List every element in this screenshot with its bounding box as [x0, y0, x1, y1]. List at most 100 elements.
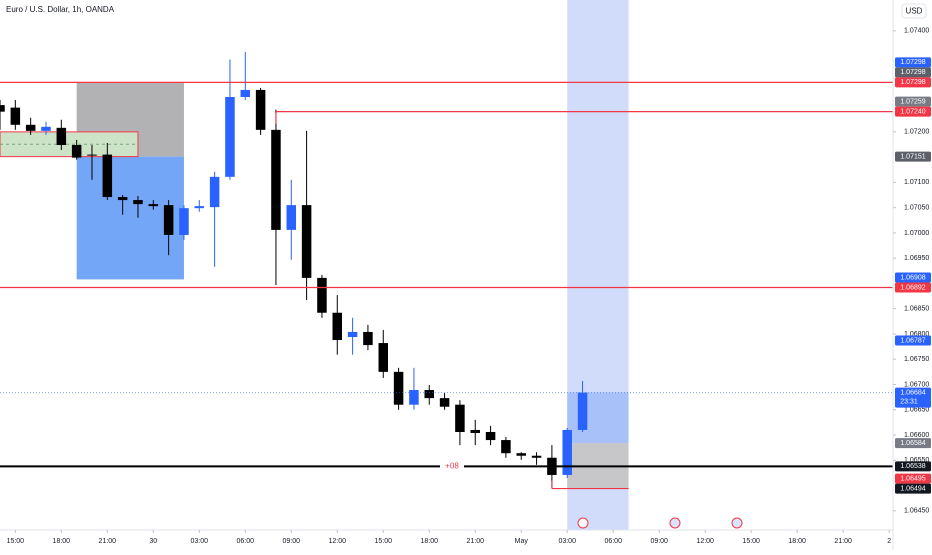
price-tag: 1.07151	[895, 151, 931, 162]
price-tag: 1.06684 23:31	[895, 387, 931, 408]
event-icon[interactable]	[731, 517, 743, 529]
candle-body	[240, 89, 251, 98]
price-tag-bg	[895, 335, 931, 346]
x-tick-label: 06:00	[237, 538, 255, 545]
y-tick-label: 1.06550	[904, 457, 929, 464]
candle-body	[301, 205, 312, 278]
candle-body	[485, 431, 496, 441]
price-tag-label: 1.06584	[900, 440, 925, 447]
event-icon[interactable]	[669, 517, 681, 529]
candle-body	[255, 89, 266, 130]
plot-area: +08	[0, 0, 893, 530]
price-tag-label: 1.06908	[900, 274, 925, 281]
x-tick-label: 21:00	[99, 538, 117, 545]
countdown: 23:31	[900, 398, 918, 405]
price-tag: 1.06892	[895, 282, 931, 293]
axes: 1.07400 1.07200 1.07100 1.07050 1.07000 1.069…	[7, 28, 931, 545]
x-tick-label: 15:00	[742, 538, 760, 545]
currency[interactable]: USD	[906, 7, 923, 16]
candle-body	[163, 205, 174, 235]
candle-body	[501, 440, 511, 454]
candle-body	[225, 97, 235, 177]
y-tick-label: 1.06700	[904, 381, 929, 388]
candle-body	[271, 129, 281, 230]
candle-body	[562, 429, 572, 475]
x-tick-label: 2	[887, 538, 891, 545]
candle-body	[117, 197, 128, 201]
event-icon[interactable]	[577, 517, 589, 529]
price-tag: 1.07298	[895, 57, 931, 68]
price-tag-bg	[895, 461, 931, 472]
y-tick-label: 1.07400	[904, 28, 929, 35]
price-tag-label: 1.06684	[900, 389, 925, 396]
y-tick-label: 1.06600	[904, 432, 929, 439]
candle-body	[439, 398, 450, 407]
x-tick-label: 06:00	[604, 538, 622, 545]
price-tag-label: 1.07298	[900, 69, 925, 76]
price-tag-label: 1.06494	[900, 485, 925, 492]
y-tick-label: 1.06450	[904, 508, 929, 515]
price-tag-bg	[895, 272, 931, 283]
price-tag-label: 1.06892	[900, 284, 925, 291]
y-tick-label: 1.07200	[904, 129, 929, 136]
candle-body	[577, 392, 588, 430]
candle-body	[393, 371, 404, 405]
candle-body	[10, 107, 21, 125]
price-tag: 1.06908	[895, 272, 931, 283]
price-tag: 1.06538	[895, 461, 931, 472]
candle-body	[378, 343, 389, 372]
price-tag-bg	[895, 282, 931, 293]
price-tag: 1.06494	[895, 483, 931, 494]
candle-body	[41, 126, 51, 131]
price-tag-label: 1.06538	[900, 463, 925, 470]
currency-button[interactable]	[901, 3, 927, 19]
price-tag-label: 1.06787	[900, 337, 925, 344]
price-tag: 1.06495	[895, 473, 931, 484]
price-tag-label: 1.07240	[900, 109, 925, 116]
price-tag-label: 1.06495	[900, 475, 925, 482]
price-tag-bg	[895, 57, 931, 68]
candle-body	[470, 429, 480, 433]
price-tag-label: 1.07259	[900, 99, 925, 106]
price-tag-bg	[895, 106, 931, 117]
candle-body	[516, 453, 526, 456]
candle-body	[424, 390, 435, 399]
x-tick-label: 18:00	[420, 538, 438, 545]
chart-title: Euro / U.S. Dollar, 1h, OANDA	[6, 5, 115, 14]
x-tick-label: 12:00	[696, 538, 714, 545]
price-tag-bg	[895, 483, 931, 494]
candle-body	[409, 390, 419, 405]
price-tag: 1.06787	[895, 335, 931, 346]
x-tick-label: 21:00	[466, 538, 484, 545]
x-tick-label: 21:00	[834, 538, 852, 545]
x-tick-label: 18:00	[788, 538, 806, 545]
candle-body	[286, 205, 297, 230]
y-tick-label: 1.06650	[904, 407, 929, 414]
price-tag-bg	[895, 387, 931, 408]
price-tag-bg	[895, 438, 931, 449]
candle-body	[148, 204, 159, 207]
x-tick-label: 18:00	[53, 538, 71, 545]
candle-body	[363, 331, 373, 346]
x-tick-label: 09:00	[283, 538, 301, 545]
candle-body	[56, 127, 67, 146]
candle-body	[455, 404, 465, 432]
y-tick-label: 1.06750	[904, 356, 929, 363]
candle-body	[0, 105, 5, 112]
y-tick-label: 1.06950	[904, 255, 929, 262]
level-note: +08	[445, 461, 459, 470]
price-tag-bg	[895, 77, 931, 88]
y-tick-label: 1.07050	[904, 204, 929, 211]
zone	[567, 392, 629, 444]
price-tag-bg	[895, 151, 931, 162]
price-tag: 1.06584	[895, 438, 931, 449]
price-tag-label: 1.07298	[900, 59, 925, 66]
price-tag-bg	[895, 67, 931, 78]
x-tick-label: May	[515, 538, 529, 545]
candle-body	[25, 124, 36, 131]
candle-body	[102, 154, 113, 198]
price-tag-bg	[895, 473, 931, 484]
price-tag: 1.07240	[895, 106, 931, 117]
candle-body	[531, 455, 542, 458]
